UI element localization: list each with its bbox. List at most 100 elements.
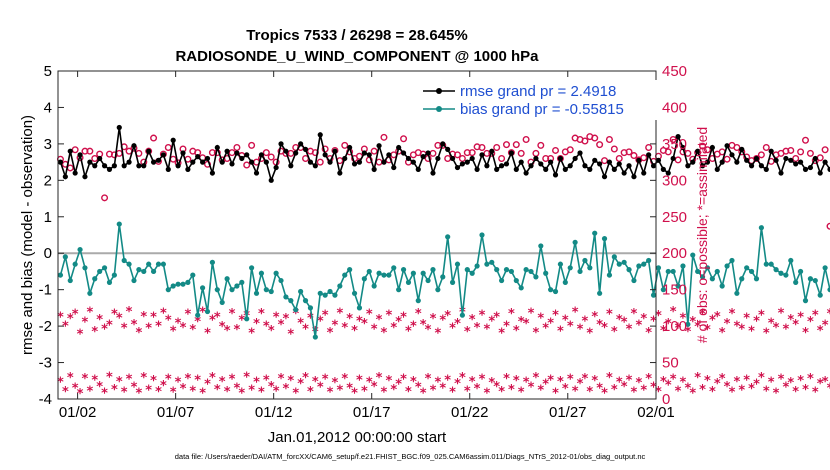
obs-assimilated-point: *: [518, 386, 525, 401]
rmse-point: [190, 159, 196, 165]
obs-assimilated-point: *: [381, 326, 388, 341]
bias-point: [170, 283, 176, 289]
obs-assimilated-point: *: [189, 384, 196, 399]
rmse-point: [224, 148, 230, 154]
bias-point: [155, 261, 162, 267]
bias-point: [165, 287, 171, 293]
bias-point: [464, 267, 470, 273]
obs-possible-point: [498, 154, 506, 162]
bias-point: [498, 277, 505, 284]
rmse-point: [283, 148, 289, 154]
obs-assimilated-point: *: [704, 374, 711, 389]
obs-assimilated-point: *: [351, 324, 358, 339]
bias-point: [307, 305, 314, 311]
obs-assimilated-point: *: [317, 314, 324, 329]
obs-assimilated-point: *: [361, 384, 368, 399]
obs-assimilated-point: *: [523, 317, 530, 332]
rmse-point: [160, 152, 166, 158]
obs-assimilated-point: *: [743, 311, 750, 326]
obs-assimilated-point: *: [332, 319, 339, 334]
obs-assimilated-point: *: [57, 376, 64, 391]
obs-assimilated-point: *: [562, 314, 569, 329]
x-tick-label: 01/02: [59, 404, 97, 421]
bias-point: [298, 288, 304, 295]
rmse-point: [552, 172, 559, 178]
rmse-point: [440, 141, 446, 147]
obs-assimilated-point: *: [738, 322, 745, 337]
obs-assimilated-point: *: [234, 381, 241, 396]
rmse-point: [631, 174, 637, 180]
obs-assimilated-point: *: [425, 323, 432, 338]
obs-assimilated-point: *: [753, 378, 760, 393]
bias-point: [454, 261, 461, 267]
obs-assimilated-point: *: [434, 327, 441, 342]
obs-assimilated-point: *: [596, 318, 603, 333]
bias-point: [199, 285, 206, 291]
obs-assimilated-point: *: [753, 314, 760, 329]
obs-assimilated-point: *: [537, 311, 544, 326]
obs-assimilated-point: *: [631, 386, 638, 401]
obs-assimilated-point: *: [229, 307, 236, 322]
bias-point: [57, 272, 64, 278]
rmse-point: [822, 159, 828, 165]
obs-assimilated-point: *: [199, 386, 206, 401]
bias-point: [116, 221, 122, 227]
obs-assimilated-point: *: [165, 314, 172, 329]
obs-assimilated-point: *: [547, 316, 554, 331]
obs-assimilated-point: *: [180, 382, 187, 397]
bias-point: [415, 298, 421, 304]
rmse-point: [155, 157, 162, 163]
obs-possible-point: [703, 146, 711, 154]
rmse-point: [641, 170, 647, 176]
y-tick-label: -2: [39, 318, 52, 335]
obs-assimilated-point: *: [248, 327, 255, 342]
obs-assimilated-point: *: [611, 383, 618, 398]
rmse-point: [249, 159, 255, 165]
bias-point: [572, 239, 578, 245]
bias-point: [734, 290, 740, 296]
obs-assimilated-point: *: [67, 312, 74, 327]
bias-point: [180, 281, 186, 287]
obs-assimilated-point: *: [724, 380, 731, 395]
obs-assimilated-point: *: [513, 324, 520, 339]
obs-assimilated-point: *: [317, 381, 324, 396]
bias-point: [229, 287, 235, 293]
obs-possible-point: [610, 145, 618, 153]
obs-assimilated-point: *: [533, 371, 540, 386]
obs-assimilated-point: *: [758, 308, 765, 323]
obs-assimilated-point: *: [635, 319, 642, 334]
bias-point: [469, 270, 475, 276]
obs-assimilated-point: *: [787, 376, 794, 391]
obs-possible-point: [792, 154, 800, 162]
bias-point: [312, 334, 318, 340]
rmse-point: [361, 150, 367, 156]
rmse-point: [175, 163, 181, 169]
obs-assimilated-point: *: [513, 374, 520, 389]
rmse-point: [57, 159, 64, 165]
obs-assimilated-point: *: [106, 319, 113, 334]
bias-point: [386, 272, 392, 278]
obs-assimilated-point: *: [827, 307, 830, 322]
plot-background: [58, 71, 656, 399]
obs-assimilated-point: *: [626, 322, 633, 337]
obs-possible-point: [733, 144, 741, 152]
obs-possible-point: [552, 146, 560, 154]
obs-assimilated-point: *: [82, 316, 89, 331]
obs-assimilated-point: *: [229, 373, 236, 388]
obs-possible-point: [262, 149, 270, 157]
obs-assimilated-point: *: [611, 325, 618, 340]
bias-point: [611, 254, 617, 260]
x-tick-label: 01/22: [451, 404, 489, 421]
rmse-point: [400, 150, 407, 156]
obs-assimilated-point: *: [67, 371, 74, 386]
rmse-point: [459, 161, 465, 167]
rmse-point: [253, 170, 260, 176]
obs-assimilated-point: *: [787, 313, 794, 328]
bias-point: [778, 270, 784, 276]
obs-assimilated-point: *: [273, 384, 280, 399]
rmse-point: [337, 170, 343, 176]
rmse-point: [258, 152, 265, 158]
obs-assimilated-point: *: [782, 322, 789, 337]
bias-point: [87, 290, 93, 296]
rmse-point: [592, 157, 598, 163]
